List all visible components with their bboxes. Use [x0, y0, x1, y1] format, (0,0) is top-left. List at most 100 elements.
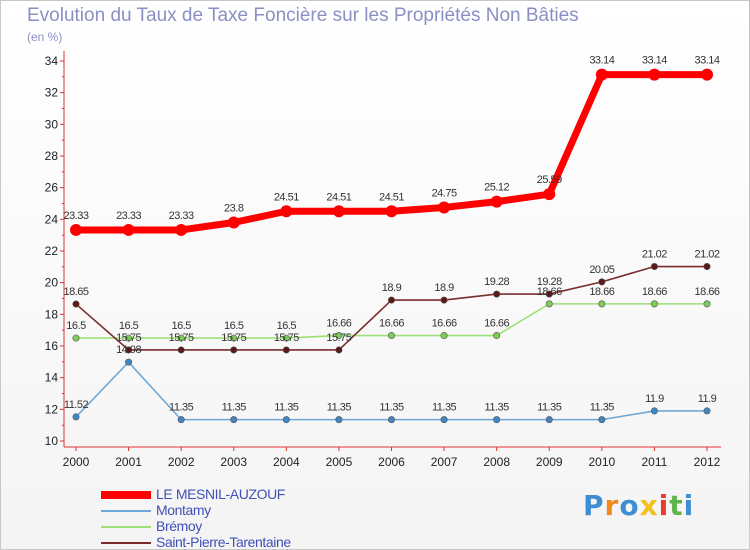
data-point	[387, 296, 395, 304]
data-point	[493, 332, 501, 340]
data-point	[125, 358, 133, 366]
data-label: 16.66	[484, 318, 509, 330]
data-label: 16.66	[379, 318, 404, 330]
data-point	[490, 195, 503, 208]
data-point	[177, 334, 185, 342]
legend-swatch	[101, 542, 151, 544]
data-label: 18.9	[434, 282, 454, 294]
data-point	[177, 416, 185, 424]
data-point	[598, 278, 606, 286]
y-tick-label: 32	[45, 86, 59, 100]
logo-letter: o	[619, 489, 640, 522]
y-tick-label: 28	[45, 149, 59, 163]
data-label: 18.66	[694, 286, 719, 298]
logo-letter: r	[604, 489, 620, 522]
x-tick-label: 2008	[483, 455, 510, 469]
data-label: 11.9	[645, 393, 664, 405]
y-tick-label: 16	[45, 339, 59, 353]
data-point	[650, 300, 658, 308]
x-tick-label: 2010	[588, 455, 615, 469]
data-label: 11.35	[169, 402, 194, 414]
series-lines	[70, 68, 713, 424]
data-point	[545, 290, 553, 298]
y-tick-label: 22	[45, 244, 59, 258]
data-point	[122, 223, 135, 236]
data-point	[230, 346, 238, 354]
x-tick-label: 2009	[536, 455, 563, 469]
x-tick-label: 2011	[642, 455, 668, 469]
x-tick-label: 2007	[431, 455, 458, 469]
logo-letter: t	[669, 489, 684, 522]
x-tick-label: 2001	[115, 455, 142, 469]
data-label: 11.35	[590, 402, 615, 414]
data-label: 16.5	[224, 320, 244, 332]
data-point	[125, 346, 133, 354]
data-point	[703, 263, 711, 271]
legend-swatch	[101, 526, 151, 528]
data-point	[227, 216, 240, 229]
y-tick-label: 18	[45, 307, 59, 321]
data-label: 33.14	[642, 55, 667, 67]
data-point	[335, 346, 343, 354]
data-point	[493, 416, 501, 424]
data-label: 16.66	[326, 318, 351, 330]
data-label: 25.59	[537, 174, 562, 186]
data-point	[440, 296, 448, 304]
data-label: 14.98	[116, 344, 141, 356]
data-label: 18.9	[382, 282, 402, 294]
data-point	[72, 334, 80, 342]
data-label: 18.66	[537, 286, 562, 298]
data-point	[598, 416, 606, 424]
data-label: 11.35	[432, 402, 457, 414]
data-label: 24.51	[379, 191, 404, 203]
data-label: 11.35	[379, 402, 404, 414]
data-label: 11.52	[64, 399, 89, 411]
data-label: 18.65	[63, 286, 88, 298]
data-label: 16.5	[66, 320, 86, 332]
data-label: 18.66	[642, 286, 667, 298]
data-point	[175, 223, 188, 236]
logo-letter: i	[658, 489, 670, 522]
data-point	[282, 334, 290, 342]
data-point	[440, 416, 448, 424]
x-tick-label: 2005	[326, 455, 353, 469]
data-label: 15.75	[169, 332, 194, 344]
data-point	[648, 68, 661, 81]
data-point	[280, 205, 293, 218]
data-label: 11.35	[485, 402, 510, 414]
data-point	[387, 416, 395, 424]
data-point	[543, 188, 556, 201]
data-point	[230, 334, 238, 342]
data-point	[125, 334, 133, 342]
data-point	[440, 332, 448, 340]
data-point	[545, 300, 553, 308]
data-label: 25.12	[484, 182, 509, 194]
data-label: 15.75	[221, 332, 246, 344]
logo-letter: x	[639, 489, 659, 522]
unit-label: (en %)	[27, 30, 63, 44]
chart-title: Evolution du Taux de Taxe Foncière sur l…	[27, 5, 579, 26]
legend-label: Brémoy	[156, 518, 202, 534]
y-tick-label: 24	[45, 212, 59, 226]
legend-label: LE MESNIL-AUZOUF	[156, 486, 285, 502]
legend-label: Saint-Pierre-Tarentaine	[156, 534, 291, 550]
data-label: 15.75	[326, 332, 351, 344]
data-point	[282, 346, 290, 354]
y-tick-label: 20	[45, 276, 59, 290]
data-label: 24.75	[432, 187, 457, 199]
data-point	[438, 201, 451, 214]
data-point	[335, 332, 343, 340]
data-label: 24.51	[326, 191, 351, 203]
data-point	[230, 416, 238, 424]
data-label: 11.35	[222, 402, 247, 414]
legend-swatch	[101, 510, 151, 512]
y-tick-label: 14	[45, 371, 59, 385]
data-label: 19.28	[484, 276, 509, 288]
axes: 10 12 14 16 18 20 22 24 26 28 30 32 34 2000 2001 2002 20…	[45, 51, 721, 469]
x-tick-label: 2004	[273, 455, 300, 469]
data-point	[332, 205, 345, 218]
data-point	[598, 300, 606, 308]
data-label: 23.8	[224, 203, 244, 215]
data-point	[493, 290, 501, 298]
